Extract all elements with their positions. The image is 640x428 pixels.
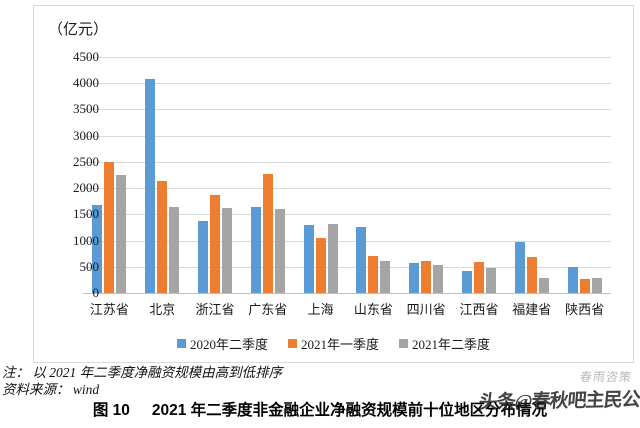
legend-swatch-icon	[176, 339, 186, 348]
bar	[380, 261, 391, 293]
bar	[250, 207, 261, 293]
legend-swatch-icon	[287, 339, 297, 348]
data-source-note: 资料来源： wind	[2, 382, 100, 397]
x-axis-label: 江西省	[459, 302, 499, 317]
bar	[209, 194, 220, 293]
bar	[169, 207, 180, 293]
bar-groups	[83, 57, 611, 293]
figure-number: 图 10	[92, 402, 130, 419]
gridline	[83, 240, 611, 242]
legend-label: 2020年二季度	[189, 337, 268, 352]
bar	[579, 278, 590, 293]
bar-group-8	[453, 57, 506, 293]
y-axis-tick-label: 4000	[73, 75, 99, 91]
bar	[262, 173, 273, 293]
x-axis-label: 陕西省	[565, 302, 605, 317]
bar	[409, 263, 420, 293]
gridline	[83, 83, 611, 85]
plot-area	[83, 57, 611, 294]
bar-group-4	[241, 57, 294, 293]
y-axis-tick-label: 1500	[73, 206, 99, 222]
bar	[315, 238, 326, 293]
watermark-dark-text: 头条@春秋吧主民公	[478, 389, 640, 414]
x-axis-label: 山东省	[353, 302, 393, 317]
y-axis-tick-label: 2000	[73, 180, 99, 196]
gridline	[83, 293, 611, 294]
y-axis-tick-label: 4500	[73, 49, 99, 64]
bar	[368, 255, 379, 293]
bar-group-6	[347, 57, 400, 293]
legend-item: 2020年二季度	[176, 334, 268, 353]
bar-group-5	[294, 57, 347, 293]
bar	[567, 266, 578, 293]
y-axis-tick-label: 0	[92, 285, 100, 300]
x-axis-label: 北京	[149, 302, 176, 317]
y-axis-tick-label: 500	[79, 258, 100, 274]
legend-item: 2021年一季度	[287, 334, 379, 353]
sort-note: 注： 以 2021 年二季度净融资规模由高到低排序	[2, 365, 283, 380]
y-axis-tick-label: 2500	[73, 153, 99, 169]
bar-group-7	[400, 57, 453, 293]
gridline	[83, 57, 611, 58]
bar-group-10	[558, 57, 611, 293]
legend-swatch-icon	[399, 339, 408, 348]
bar	[526, 257, 537, 293]
bar	[485, 268, 496, 293]
bar	[157, 181, 168, 293]
bar	[327, 224, 338, 293]
bar	[461, 270, 472, 293]
gridline	[83, 135, 611, 137]
gridline	[83, 188, 611, 190]
gridline	[83, 161, 611, 163]
bar	[221, 207, 232, 293]
bar-group-9	[505, 57, 558, 293]
x-axis-label: 广东省	[248, 302, 288, 317]
chart-area: （亿元） 0 500 1000 1500 2000 2500 3000 3500 4000 450…	[33, 5, 634, 363]
x-axis-label: 福建省	[512, 302, 552, 317]
figure-caption: 图 10 2021 年二季度非金融企业净融资规模前十位地区分布情况	[0, 398, 640, 420]
y-axis-tick-label: 3000	[73, 127, 99, 143]
gridline	[83, 214, 611, 216]
bar-group-2	[136, 57, 189, 293]
bar	[473, 262, 484, 293]
gridline	[83, 109, 611, 111]
legend-item: 2021年二季度	[399, 334, 490, 353]
bar	[538, 277, 549, 293]
x-axis-label: 四川省	[406, 302, 446, 317]
legend-label: 2021年二季度	[412, 337, 491, 352]
chart-legend: 2020年二季度 2021年一季度 2021年二季度	[34, 334, 633, 353]
x-axis-label: 上海	[307, 302, 334, 317]
y-axis-tick-label: 1000	[73, 232, 99, 248]
bar	[303, 224, 314, 293]
bar	[145, 79, 156, 293]
watermark-light-text: 春雨咨策	[578, 370, 633, 384]
bar	[104, 162, 115, 293]
bar	[433, 265, 444, 293]
bar	[421, 261, 432, 293]
bar	[92, 205, 103, 293]
x-axis-label: 江苏省	[89, 302, 129, 317]
y-axis-tick-label: 3500	[73, 101, 99, 117]
bar	[514, 241, 525, 293]
bar	[591, 278, 602, 293]
x-axis-label: 浙江省	[195, 302, 235, 317]
bar	[274, 209, 285, 293]
x-axis-category-labels: 江苏省 北京 浙江省 广东省 上海 山东省 四川省 江西省 福建省 陕西省	[83, 299, 611, 318]
gridline	[83, 266, 611, 268]
figure-title: 2021 年二季度非金融企业净融资规模前十位地区分布情况	[151, 402, 548, 419]
bar	[116, 175, 127, 293]
bar	[197, 221, 208, 293]
y-axis-unit-label: （亿元）	[48, 22, 109, 38]
bar-group-3	[189, 57, 242, 293]
bar	[356, 227, 367, 293]
bar-group-1	[83, 57, 136, 293]
legend-label: 2021年一季度	[300, 337, 379, 352]
